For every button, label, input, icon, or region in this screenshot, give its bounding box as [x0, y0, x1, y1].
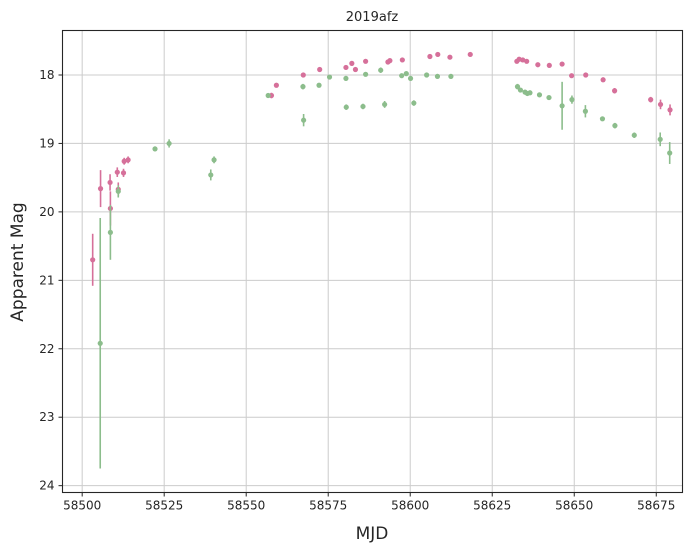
data-point	[657, 101, 664, 108]
data-point	[152, 146, 158, 152]
data-point	[399, 57, 405, 63]
series-2	[97, 67, 673, 469]
y-tick-label: 21	[39, 273, 54, 287]
x-tick-label: 58650	[555, 499, 593, 513]
data-point	[536, 92, 543, 98]
data-point	[435, 51, 441, 58]
data-point	[667, 107, 673, 113]
data-point	[125, 157, 131, 163]
data-point	[631, 132, 637, 138]
gridlines	[62, 30, 683, 493]
series-1	[90, 51, 673, 286]
data-point	[403, 71, 409, 77]
data-point	[611, 88, 618, 94]
data-point	[517, 87, 524, 93]
data-point	[448, 73, 454, 79]
data-point	[300, 72, 306, 78]
data-point	[520, 57, 526, 63]
data-point	[208, 172, 214, 178]
data-point	[546, 94, 552, 101]
data-point	[648, 97, 654, 103]
data-point	[514, 84, 521, 90]
data-series	[90, 51, 673, 469]
data-point	[427, 53, 433, 60]
data-point	[107, 179, 113, 186]
data-point	[467, 51, 473, 58]
data-point	[527, 90, 533, 96]
data-point	[301, 117, 307, 123]
data-point	[399, 73, 405, 79]
data-point	[166, 140, 172, 147]
x-tick-label: 58675	[637, 499, 675, 513]
axis-ticks: 58500 58525 58550 58575 58600 58625 58650 58675…	[39, 68, 675, 513]
data-point	[317, 66, 323, 73]
data-point	[326, 74, 333, 80]
data-point	[524, 58, 530, 64]
data-point	[667, 150, 673, 156]
data-point	[121, 158, 127, 164]
data-point	[97, 340, 103, 346]
y-tick-label: 18	[39, 68, 54, 82]
y-tick-label: 20	[39, 205, 54, 219]
x-tick-label: 58500	[63, 499, 101, 513]
data-point	[360, 103, 366, 110]
data-point	[363, 58, 369, 64]
data-point	[559, 61, 565, 67]
data-point	[382, 101, 388, 108]
data-point	[447, 54, 453, 60]
data-point	[559, 103, 565, 109]
data-point	[363, 71, 369, 77]
x-tick-label: 58525	[145, 499, 183, 513]
data-point	[583, 72, 589, 78]
data-point	[120, 170, 127, 176]
data-point	[569, 73, 575, 79]
data-point	[114, 169, 120, 175]
data-point	[612, 123, 618, 129]
data-point	[97, 186, 104, 192]
data-point	[411, 100, 417, 106]
plot-frame	[61, 29, 684, 494]
data-point	[657, 136, 663, 142]
data-point	[90, 257, 96, 263]
data-point	[546, 62, 552, 69]
data-point	[378, 67, 384, 73]
x-tick-label: 58550	[227, 499, 265, 513]
data-point	[316, 82, 322, 88]
data-point	[343, 64, 349, 71]
data-point	[535, 62, 541, 68]
x-tick-label: 58600	[391, 499, 429, 513]
y-tick-label: 23	[39, 410, 54, 424]
x-tick-label: 58625	[473, 499, 511, 513]
data-point	[582, 108, 588, 114]
data-point	[211, 157, 217, 163]
data-point	[265, 92, 271, 99]
data-point	[349, 60, 355, 66]
data-point	[300, 84, 306, 90]
data-point	[343, 75, 349, 82]
y-axis-label: Apparent Mag	[8, 202, 28, 321]
data-point	[387, 58, 393, 64]
data-point	[115, 188, 121, 194]
y-tick-label: 24	[39, 479, 54, 493]
data-point	[569, 97, 575, 103]
x-tick-label: 58575	[309, 499, 347, 513]
y-tick-label: 22	[39, 342, 54, 356]
data-point	[407, 75, 414, 82]
data-point	[599, 116, 606, 122]
x-axis-label: MJD	[356, 524, 389, 544]
data-point	[107, 229, 113, 236]
y-tick-label: 19	[39, 136, 54, 150]
data-point	[273, 82, 279, 88]
data-point	[600, 77, 606, 83]
data-point	[434, 73, 441, 79]
data-point	[352, 66, 359, 73]
data-point	[424, 72, 430, 78]
chart-title: 2019afz	[346, 10, 399, 25]
data-point	[343, 104, 349, 110]
